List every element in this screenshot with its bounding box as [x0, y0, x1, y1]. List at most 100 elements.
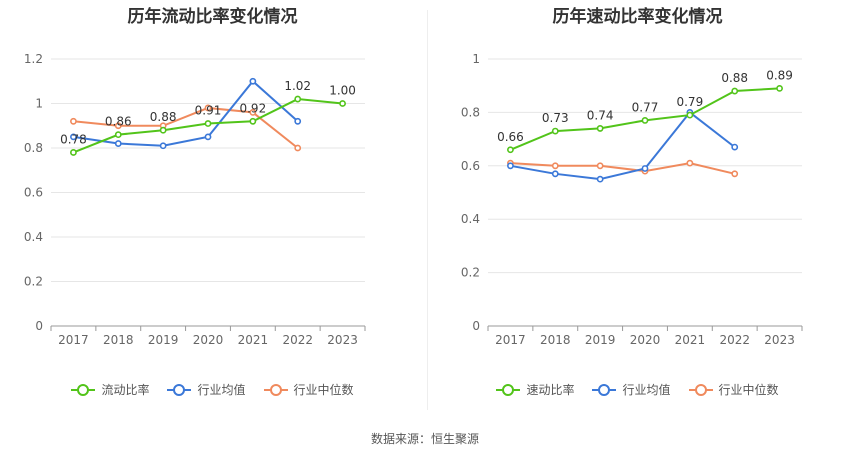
data-point: [70, 149, 77, 156]
x-tick-label: 2021: [675, 333, 706, 347]
quick-ratio-plot: 0 0.2 0.4 0.6 0.8 1 2017 2018 2019 2020 2021 2022 20…: [461, 52, 803, 347]
data-point: [596, 125, 604, 132]
y-tick-label: 1: [472, 52, 480, 66]
y-tick-label: 0: [472, 319, 480, 333]
current-ratio-chart: 历年流动比率变化情况 0 0.2 0.4 0.6 0.8 1 1.2 2017 2018 2019…: [0, 0, 425, 420]
x-tick-label: 2022: [719, 333, 750, 347]
data-source-note: 数据来源：恒生聚源: [370, 432, 479, 446]
x-tick-label: 2022: [282, 333, 313, 347]
y-tick-label: 1: [35, 97, 43, 111]
x-tick-label: 2023: [327, 333, 358, 347]
chart-legend: 流动比率 行业均值 行业中位数: [0, 381, 425, 398]
data-point: [551, 127, 559, 135]
data-point: [204, 133, 212, 141]
y-tick-label: 0.8: [461, 105, 480, 119]
data-point: [731, 170, 739, 178]
legend-label: 流动比率: [101, 383, 150, 397]
quick-ratio-chart: 历年速动比率变化情况 0 0.2 0.4 0.6 0.8 1 2017 2018 2019 202…: [425, 0, 850, 420]
legend-item[interactable]: 行业均值: [592, 381, 671, 398]
data-point: [294, 117, 302, 125]
x-tick-label: 2017: [58, 333, 89, 347]
data-label: 0.74: [587, 108, 614, 122]
data-label: 0.77: [632, 100, 659, 114]
data-label: 0.78: [60, 132, 87, 146]
data-point: [686, 159, 694, 167]
data-label: 0.66: [497, 130, 524, 144]
x-tick-label: 2021: [238, 333, 269, 347]
data-point: [249, 117, 257, 125]
x-tick-label: 2017: [495, 333, 526, 347]
data-point: [204, 120, 212, 127]
data-point: [731, 87, 739, 95]
data-label: 0.86: [105, 115, 132, 129]
data-label: 1.02: [284, 79, 311, 93]
y-tick-label: 0.6: [24, 186, 43, 200]
y-tick-label: 0.2: [24, 275, 43, 289]
chart-legend: 速动比率 行业均值 行业中位数: [425, 381, 850, 398]
data-label: 0.73: [542, 111, 569, 125]
x-tick-label: 2019: [585, 333, 616, 347]
current-ratio-plot: 0 0.2 0.4 0.6 0.8 1 1.2 2017 2018 2019 2020 2021 202…: [24, 52, 366, 347]
data-point: [551, 162, 559, 170]
x-tick-label: 2018: [540, 333, 571, 347]
data-point: [70, 133, 77, 141]
panel-divider: [427, 10, 428, 410]
data-label: 0.92: [239, 101, 266, 115]
data-point: [249, 109, 257, 116]
x-tick-label: 2018: [103, 333, 134, 347]
y-tick-label: 0: [35, 319, 43, 333]
data-point: [204, 104, 212, 112]
x-tick-label: 2023: [764, 333, 795, 347]
data-point: [294, 144, 302, 152]
legend-label: 速动比率: [526, 383, 575, 397]
legend-item[interactable]: 行业中位数: [688, 381, 779, 398]
data-label: 0.88: [150, 110, 177, 124]
chart-title: 历年流动比率变化情况: [127, 7, 298, 27]
legend-item[interactable]: 行业均值: [167, 381, 246, 398]
data-point: [551, 170, 559, 178]
y-tick-label: 0.2: [461, 266, 480, 280]
legend-marker-icon: [167, 383, 192, 396]
data-point: [249, 77, 257, 85]
data-label: 0.88: [721, 71, 748, 85]
data-point: [507, 146, 514, 154]
y-tick-label: 0.8: [24, 141, 43, 155]
data-point: [339, 100, 346, 107]
legend-label: 行业均值: [197, 383, 246, 397]
data-point: [70, 117, 77, 125]
data-label: 0.89: [766, 68, 793, 82]
data-point: [776, 84, 783, 92]
data-point: [159, 142, 167, 150]
y-tick-label: 0.4: [461, 212, 480, 226]
series-line: [73, 79, 299, 147]
data-point: [641, 117, 649, 124]
x-tick-label: 2020: [630, 333, 661, 347]
data-label: 0.79: [676, 95, 703, 109]
legend-marker-icon: [592, 383, 617, 396]
legend-marker-icon: [496, 383, 521, 396]
data-point: [114, 140, 122, 147]
x-tick-label: 2019: [148, 333, 179, 347]
y-tick-label: 1.2: [24, 52, 43, 66]
y-tick-label: 0.6: [461, 159, 480, 173]
data-point: [686, 111, 694, 119]
legend-item[interactable]: 行业中位数: [263, 381, 354, 398]
legend-item[interactable]: 速动比率: [496, 381, 574, 398]
legend-marker-icon: [263, 383, 288, 396]
data-point: [114, 131, 122, 139]
data-point: [596, 162, 604, 170]
legend-item[interactable]: 流动比率: [71, 381, 149, 398]
data-point: [596, 175, 604, 183]
legend-label: 行业中位数: [293, 383, 354, 397]
data-point: [731, 143, 739, 151]
chart-title: 历年速动比率变化情况: [552, 7, 723, 27]
x-tick-label: 2020: [193, 333, 224, 347]
legend-label: 行业中位数: [718, 383, 779, 397]
data-label: 1.00: [329, 84, 356, 98]
series-line: [510, 111, 736, 181]
legend-marker-icon: [71, 383, 96, 396]
data-point: [507, 162, 514, 170]
legend-label: 行业均值: [622, 383, 671, 397]
data-point: [641, 165, 649, 172]
data-label: 0.91: [195, 104, 222, 118]
